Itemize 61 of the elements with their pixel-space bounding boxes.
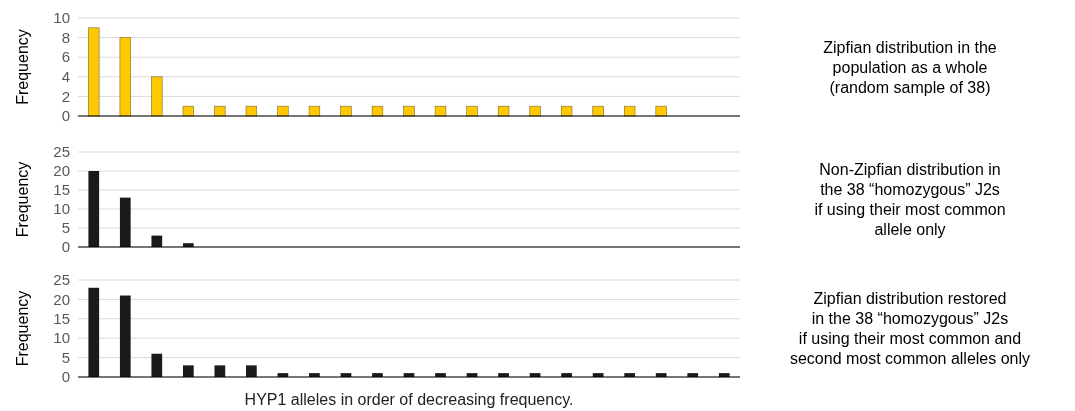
text: second most common alleles only [789, 350, 1031, 368]
bar [434, 105, 447, 117]
y-tick-label: 5 [61, 219, 70, 237]
y-axis-title: Frequency [14, 29, 31, 105]
bar [246, 365, 257, 377]
text: population as a whole [832, 58, 988, 76]
y-tick-label: 25 [53, 271, 70, 289]
y-tick-label: 10 [53, 329, 70, 347]
bar [214, 365, 226, 377]
y-tick-label: 20 [53, 290, 70, 308]
text: Non-Zipfian distribution in [819, 161, 1001, 179]
y-tick-label: 15 [53, 181, 70, 199]
bar [277, 105, 289, 117]
y-tick-label: 2 [61, 87, 70, 105]
text: Zipfian distribution in the [823, 38, 997, 56]
y-tick-label: 6 [61, 48, 70, 66]
bar [88, 171, 100, 247]
y-tick-label: 4 [61, 68, 70, 86]
bar [151, 235, 163, 247]
bar [466, 105, 478, 117]
text: allele only [874, 221, 946, 239]
y-tick-label: 25 [53, 143, 70, 161]
bar [371, 105, 384, 117]
bar [655, 105, 667, 117]
y-tick-label: 0 [61, 238, 70, 256]
y-tick-label: 15 [53, 310, 70, 328]
bar [119, 37, 131, 117]
text: if using their most common and [798, 330, 1022, 348]
y-tick-label: 10 [53, 200, 70, 218]
bar [529, 105, 541, 117]
bar [245, 105, 258, 117]
bar [308, 105, 321, 117]
bar [624, 105, 636, 117]
text: Zipfian distribution restored [813, 290, 1007, 308]
y-axis-title: Frequency [14, 290, 31, 367]
y-tick-label: 8 [61, 28, 70, 46]
text: the 38 “homozygous” J2s [820, 181, 1000, 199]
text: in the 38 “homozygous” J2s [811, 310, 1009, 328]
y-tick-label: 5 [61, 348, 70, 366]
y-tick-label: 0 [61, 368, 70, 386]
bar [560, 105, 573, 117]
bar [88, 287, 100, 377]
text: if using their most common [814, 201, 1006, 219]
bar [182, 105, 194, 117]
bar [592, 105, 604, 117]
bar [88, 27, 100, 117]
text: (random sample of 38) [829, 78, 991, 96]
y-tick-label: 10 [53, 9, 70, 27]
bar [403, 105, 415, 117]
bar [340, 105, 352, 117]
y-tick-label: 20 [53, 162, 70, 180]
bar [151, 353, 163, 377]
bar [497, 105, 510, 117]
bar [182, 365, 194, 377]
bar [151, 76, 163, 117]
bar [119, 197, 131, 247]
bar [214, 105, 226, 117]
bar [119, 295, 131, 377]
x-axis-title: HYP1 alleles in order of decreasing frequency. [244, 391, 574, 408]
y-tick-label: 0 [61, 107, 70, 125]
y-axis-title: Frequency [14, 161, 31, 238]
